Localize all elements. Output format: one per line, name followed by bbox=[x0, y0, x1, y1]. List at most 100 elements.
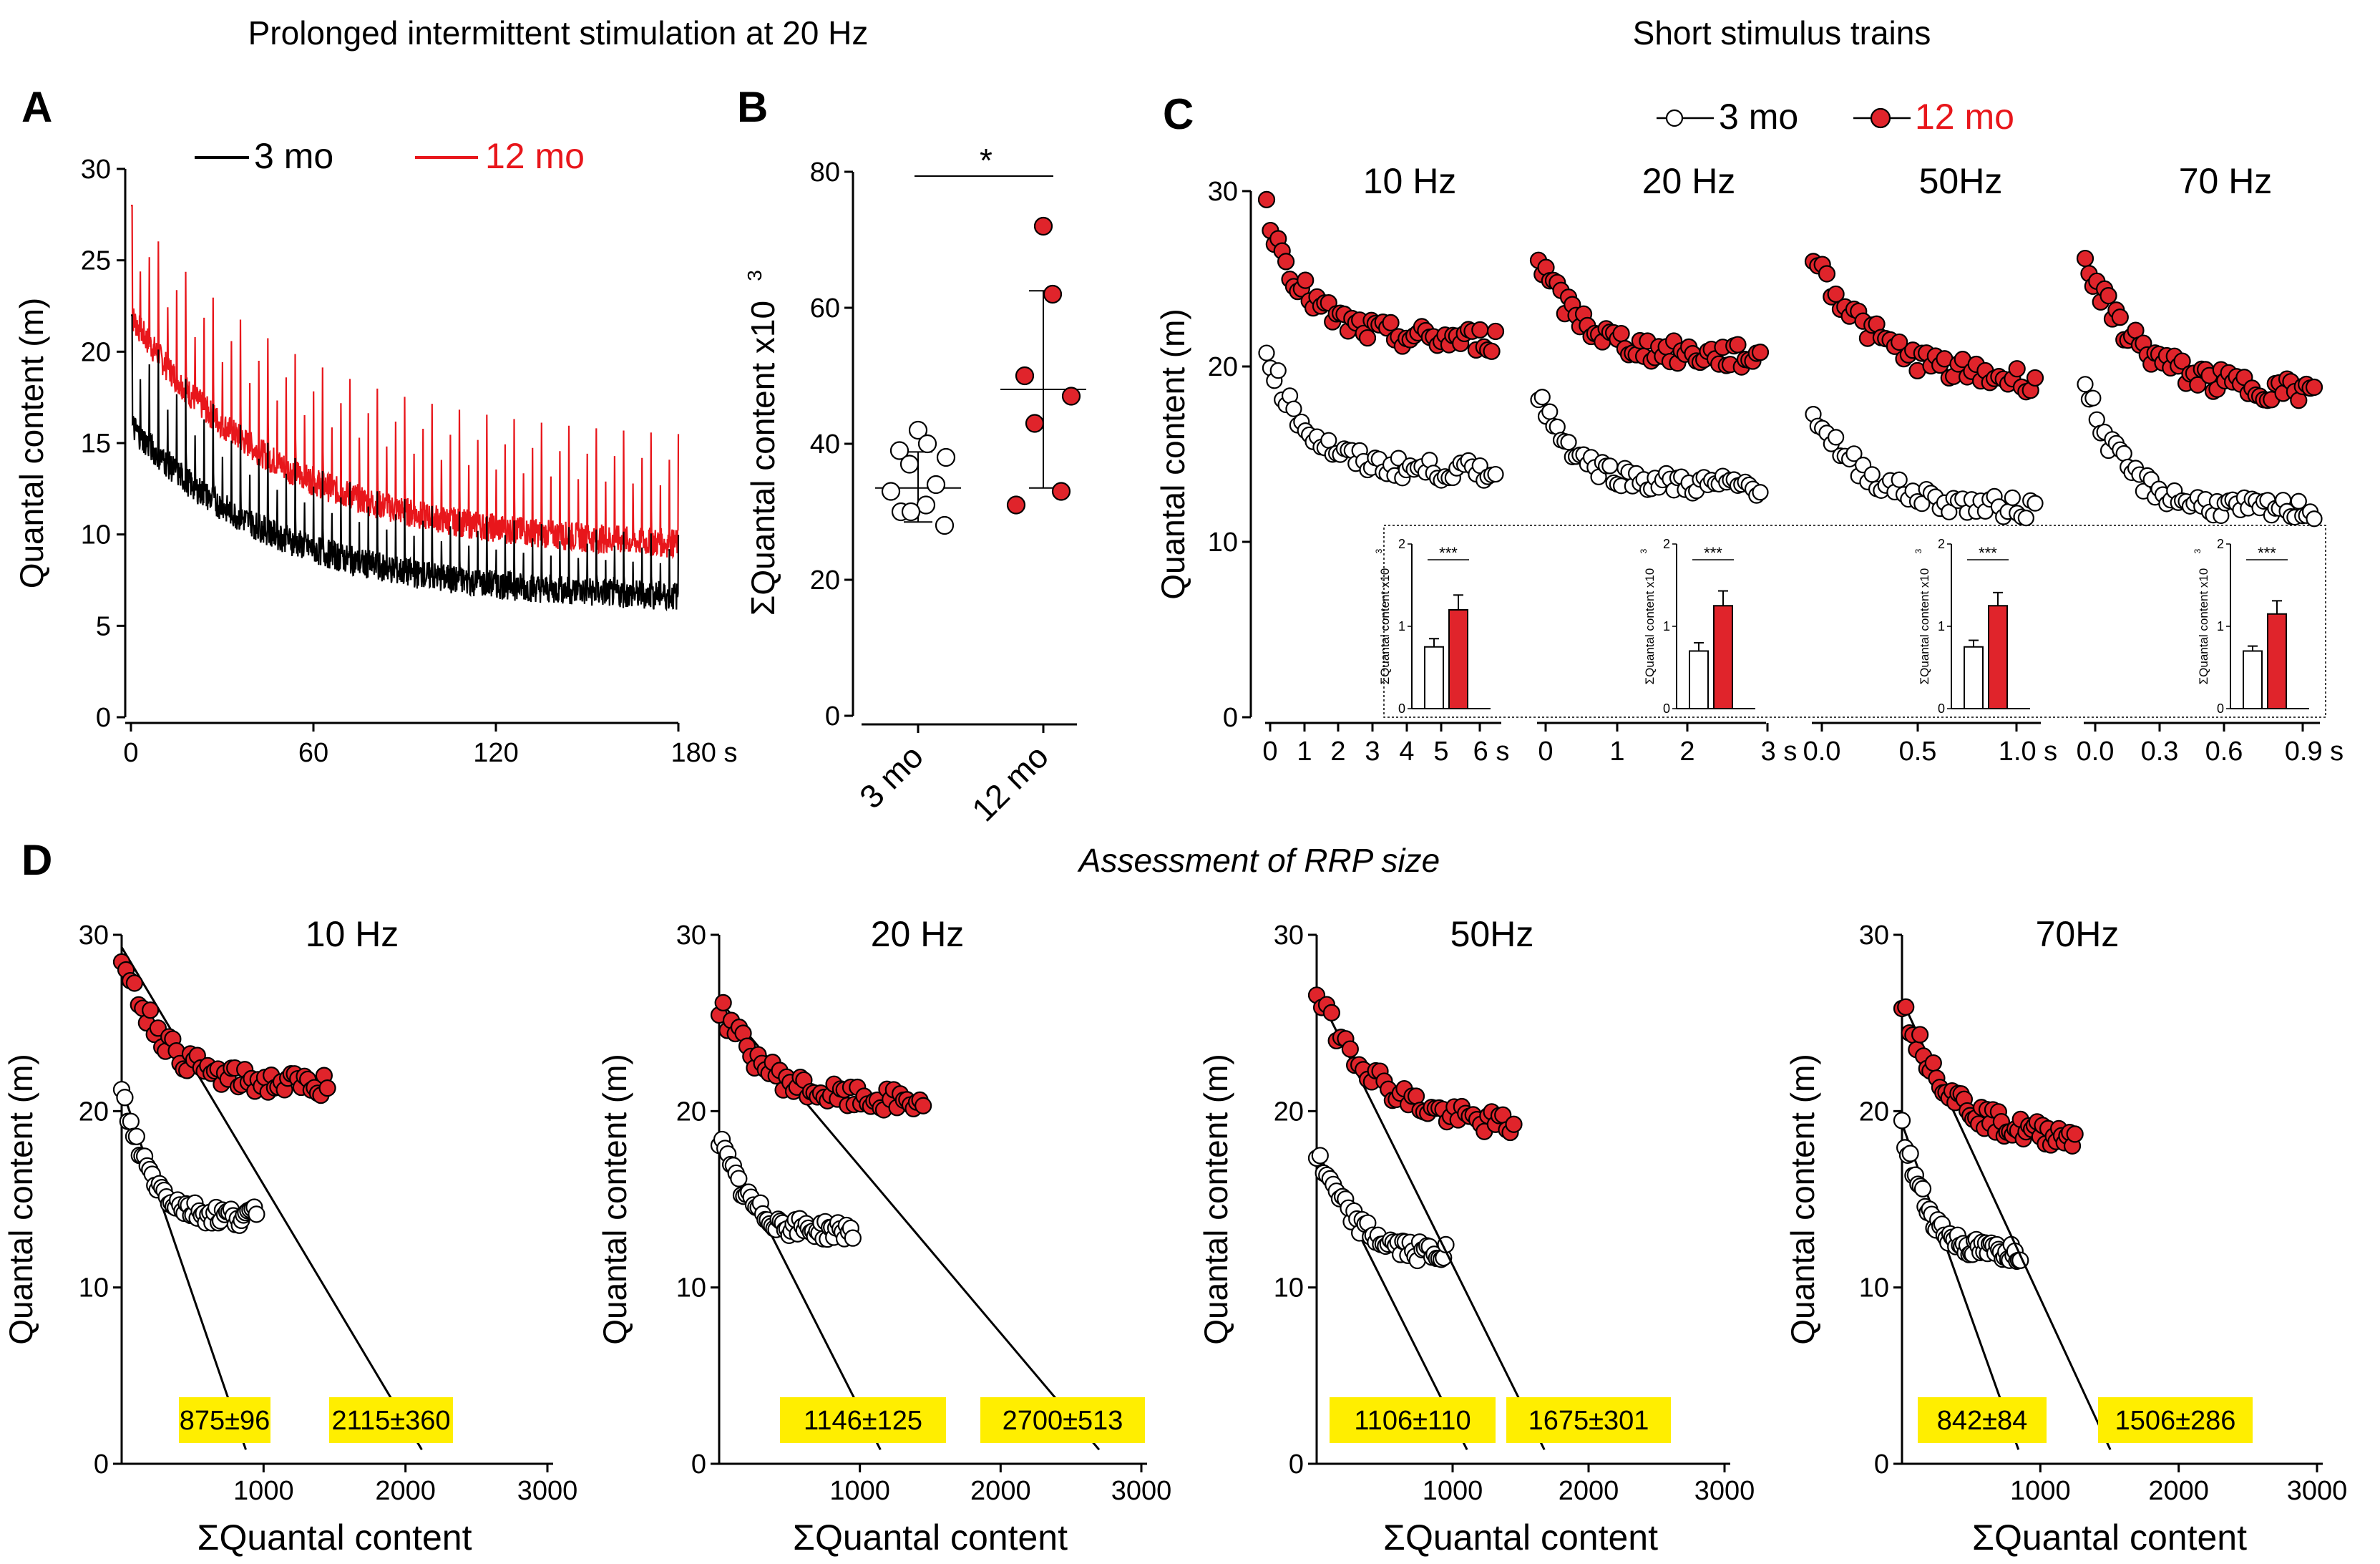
rrp-label-3mo: 1146±125 bbox=[804, 1406, 922, 1436]
data-point bbox=[1891, 333, 1908, 351]
data-point bbox=[901, 502, 921, 522]
y-tick-label: 80 bbox=[810, 157, 840, 188]
inset-y-tick-label: 2 bbox=[1938, 537, 1945, 551]
rrp-label-12mo: 2700±513 bbox=[1003, 1406, 1123, 1436]
y-axis-label: ΣQuantal content x10 bbox=[744, 301, 781, 616]
x-tick-label: 1 bbox=[1297, 737, 1312, 767]
title-left: Prolonged intermittent stimulation at 20… bbox=[248, 14, 869, 52]
legend-marker-12mo bbox=[1870, 107, 1891, 129]
inset-y-tick-label: 0 bbox=[1663, 701, 1670, 716]
inset-y-tick-label: 2 bbox=[1663, 537, 1670, 551]
inset-y-axis-label-exponent: 3 bbox=[1913, 548, 1923, 553]
legend-label-3mo: 3 mo bbox=[1719, 97, 1798, 137]
data-point bbox=[318, 1079, 336, 1097]
rrp-label-3mo-box bbox=[1330, 1397, 1496, 1443]
rrp-label-12mo-box bbox=[980, 1397, 1145, 1443]
data-point bbox=[2306, 510, 2323, 528]
data-point bbox=[1006, 495, 1026, 515]
data-point bbox=[915, 1097, 932, 1114]
y-tick-label: 10 bbox=[1208, 528, 1238, 558]
x-tick-label: 1000 bbox=[233, 1476, 294, 1506]
data-point bbox=[1863, 466, 1881, 483]
data-point bbox=[1277, 253, 1295, 271]
x-tick-label: 120 bbox=[473, 738, 518, 768]
data-point bbox=[1897, 998, 1915, 1016]
inset-bar-3mo bbox=[2243, 650, 2263, 709]
data-point bbox=[1358, 329, 1377, 347]
data-point bbox=[1845, 445, 1863, 462]
inset-y-axis-label: ΣQuantal content x10 bbox=[1378, 568, 1392, 685]
data-point bbox=[1061, 387, 1081, 406]
subplot-title: 20 Hz bbox=[871, 914, 965, 954]
y-axis-label: Quantal content (m) bbox=[13, 298, 50, 589]
x-tick-label: 2000 bbox=[970, 1476, 1031, 1506]
data-point bbox=[1483, 342, 1501, 360]
subplot-title: 20 Hz bbox=[1642, 161, 1736, 201]
y-tick-label: 30 bbox=[1274, 921, 1304, 951]
data-point bbox=[2084, 389, 2102, 407]
y-tick-label: 0 bbox=[1223, 703, 1238, 733]
data-point bbox=[2076, 249, 2094, 268]
data-point bbox=[844, 1229, 862, 1247]
x-tick-label: 2 bbox=[1679, 737, 1694, 767]
y-tick-label: 10 bbox=[1859, 1273, 1889, 1303]
rrp-label-12mo-box bbox=[2098, 1397, 2253, 1443]
inset-bar-12mo bbox=[1713, 605, 1733, 709]
y-tick-label: 20 bbox=[810, 565, 840, 596]
y-tick-label: 0 bbox=[691, 1449, 706, 1480]
inset-bar-12mo bbox=[2267, 613, 2287, 709]
data-point bbox=[908, 420, 928, 440]
panel-letter-b: B bbox=[737, 83, 768, 131]
data-point bbox=[899, 455, 920, 474]
panel-a-trace-chart: 0 5 10 15 20 25 30 0 60 120 180 s Quantal content (… bbox=[13, 136, 737, 768]
x-tick-label: 3000 bbox=[517, 1476, 578, 1506]
x-tick-label: 1 bbox=[1609, 737, 1624, 767]
rrp-label-12mo: 1506±286 bbox=[2115, 1406, 2236, 1436]
trace-12mo bbox=[131, 205, 680, 560]
x-tick-label: 1.0 s bbox=[1999, 737, 2057, 767]
x-axis-label: ΣQuantal content bbox=[197, 1517, 472, 1558]
legend-marker-3mo bbox=[1665, 109, 1684, 127]
x-tick-label: 0.6 bbox=[2205, 737, 2243, 767]
subplot-title: 10 Hz bbox=[1363, 161, 1457, 201]
data-point bbox=[936, 447, 956, 467]
inset-y-tick-label: 1 bbox=[1663, 619, 1670, 633]
x-tick-label: 1000 bbox=[1423, 1476, 1483, 1506]
inset-y-axis-label-exponent: 3 bbox=[2193, 548, 2203, 553]
data-point bbox=[1285, 400, 1302, 417]
x-tick-label: 0.3 bbox=[2141, 737, 2179, 767]
legend-label-3mo: 3 mo bbox=[254, 136, 333, 176]
data-point bbox=[1752, 484, 1769, 501]
y-tick-label: 0 bbox=[1874, 1449, 1889, 1480]
inset-y-axis-label: ΣQuantal content x10 bbox=[1918, 568, 1931, 685]
inset-y-axis-label: ΣQuantal content x10 bbox=[2197, 568, 2210, 685]
x-tick-label: 3 s bbox=[1761, 737, 1798, 767]
x-axis-label: ΣQuantal content bbox=[1383, 1517, 1658, 1558]
data-point bbox=[1487, 465, 1504, 483]
y-tick-label: 20 bbox=[81, 337, 111, 367]
y-tick-label: 10 bbox=[79, 1273, 109, 1303]
data-point bbox=[1382, 314, 1400, 331]
data-point bbox=[1729, 336, 1747, 354]
rrp-label-12mo-box bbox=[1506, 1397, 1671, 1443]
data-point bbox=[1828, 429, 1845, 446]
x-tick-label: 2000 bbox=[1559, 1476, 1619, 1506]
inset-y-tick-label: 1 bbox=[2217, 619, 2224, 633]
x-tick-label: 0 bbox=[1538, 737, 1553, 767]
data-point bbox=[714, 994, 732, 1011]
y-tick-label: 30 bbox=[79, 921, 109, 951]
panel-letter-c: C bbox=[1163, 90, 1194, 138]
inset-y-axis-label: ΣQuantal content x10 bbox=[1643, 568, 1657, 685]
x-tick-label: 2000 bbox=[375, 1476, 436, 1506]
y-tick-label: 10 bbox=[676, 1273, 706, 1303]
data-point bbox=[127, 1127, 145, 1145]
inset-bar-12mo bbox=[1988, 605, 2008, 709]
y-tick-label: 20 bbox=[79, 1097, 109, 1127]
x-tick-label: 4 bbox=[1399, 737, 1414, 767]
data-point bbox=[881, 482, 901, 501]
data-point bbox=[122, 1112, 140, 1130]
x-tick-label: 3 bbox=[1365, 737, 1380, 767]
rrp-label-3mo-box bbox=[1918, 1397, 2047, 1443]
data-point bbox=[1043, 284, 1063, 304]
data-point bbox=[1533, 389, 1551, 406]
